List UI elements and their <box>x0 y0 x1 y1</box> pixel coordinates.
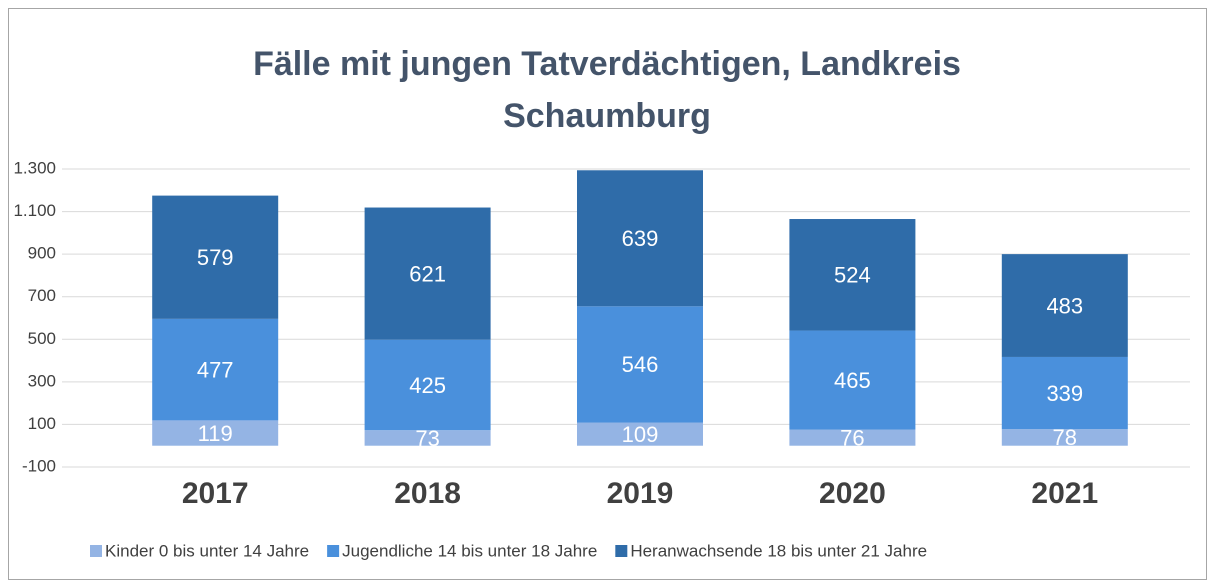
data-label: 639 <box>622 226 659 251</box>
y-tick-label: 500 <box>28 329 56 348</box>
y-tick-label: 700 <box>28 286 56 305</box>
data-label: 621 <box>409 261 446 286</box>
y-tick-label: 100 <box>28 414 56 433</box>
data-label: 477 <box>197 357 234 382</box>
data-label: 425 <box>409 373 446 398</box>
x-tick-label: 2019 <box>607 477 674 510</box>
legend-swatch <box>327 545 340 557</box>
bar-segment <box>364 339 491 431</box>
bar-segment <box>789 330 916 430</box>
bar-segment <box>364 430 491 446</box>
data-label: 76 <box>840 425 864 450</box>
y-tick-label: 900 <box>28 244 56 263</box>
y-tick-label: 1.100 <box>13 201 56 220</box>
bar-segment <box>152 318 279 421</box>
y-tick-label: 1.300 <box>13 158 56 177</box>
legend-label: Kinder 0 bis unter 14 Jahre <box>105 541 309 560</box>
y-tick-label: 300 <box>28 371 56 390</box>
legend-swatch <box>90 545 102 557</box>
bar-segment <box>577 306 703 423</box>
x-tick-label: 2017 <box>182 477 249 510</box>
data-label: 483 <box>1046 293 1083 318</box>
legend-label: Heranwachsende 18 bis unter 21 Jahre <box>630 541 927 560</box>
x-tick-label: 2018 <box>394 477 461 510</box>
bar-segment <box>789 219 916 331</box>
x-tick-label: 2020 <box>819 477 886 510</box>
chart-title: Fälle mit jungen Tatverdächtigen, Landkr… <box>253 45 961 135</box>
bar-segment <box>789 429 916 446</box>
bar-segment <box>1001 254 1128 357</box>
data-label: 546 <box>622 352 659 377</box>
legend-label: Jugendliche 14 bis unter 18 Jahre <box>342 541 597 560</box>
data-label: 119 <box>198 421 233 446</box>
y-tick-label: -100 <box>22 456 56 475</box>
data-label: 524 <box>834 263 871 288</box>
data-label: 579 <box>197 245 234 270</box>
bar-segment <box>577 422 703 446</box>
bar-segment <box>152 420 279 446</box>
data-label: 109 <box>622 422 659 447</box>
x-tick-label: 2021 <box>1031 477 1098 510</box>
data-label: 78 <box>1053 425 1077 450</box>
bar-segment <box>577 170 703 307</box>
bar-segment <box>1001 429 1128 446</box>
bar-segment <box>364 207 491 340</box>
bar-segment <box>152 195 279 319</box>
data-label: 339 <box>1046 381 1083 406</box>
legend-swatch <box>615 545 628 557</box>
data-label: 465 <box>834 368 871 393</box>
bar-segment <box>1001 356 1128 430</box>
